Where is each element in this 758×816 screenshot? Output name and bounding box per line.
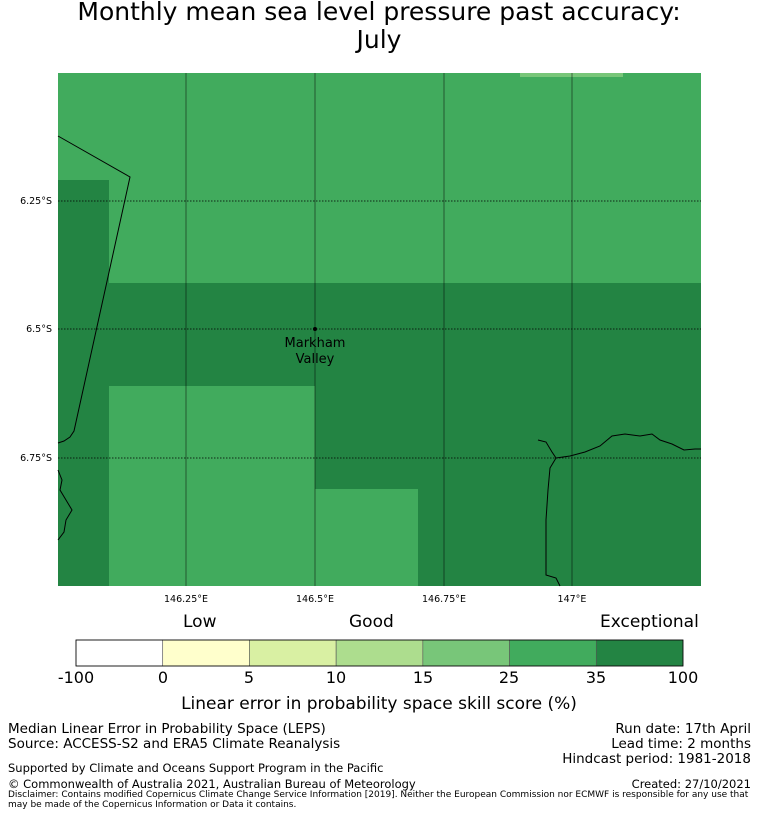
colorbar-frame [75, 639, 684, 667]
colorbar-bin [595, 639, 684, 667]
skill-cell-exceptional [315, 386, 701, 489]
title-line-2: July [356, 25, 402, 54]
page-title: Monthly mean sea level pressure past acc… [0, 0, 758, 54]
skill-cell-exceptional [109, 283, 701, 386]
support-text: Supported by Climate and Oceans Support … [8, 761, 384, 775]
legend-category-low: Low [183, 612, 217, 632]
colorbar-tick: 100 [667, 668, 699, 687]
colorbar-axis-label: Linear error in probability space skill … [181, 694, 577, 714]
colorbar-tick: 10 [325, 668, 347, 687]
skill-cell-light [520, 73, 623, 77]
lead-time: Lead time: 2 months [611, 736, 751, 752]
colorbar-tick: 15 [412, 668, 434, 687]
lat-label: 6.5°S [26, 324, 52, 335]
parallel-lines [58, 200, 701, 459]
colorbar-bin [75, 639, 164, 667]
colorbar-tick: 5 [243, 668, 255, 687]
colorbar [75, 639, 684, 667]
lon-label: 146.25°E [164, 594, 208, 605]
colorbar-tick: 35 [585, 668, 607, 687]
created-date: Created: 27/10/2021 [631, 777, 751, 791]
title-line-1: Monthly mean sea level pressure past acc… [77, 0, 681, 26]
lon-label: 147°E [558, 594, 587, 605]
colorbar-bin [162, 639, 250, 667]
colorbar-bin [509, 639, 597, 667]
colorbar-bin [249, 639, 337, 667]
map-figure: Markham Valley 6.25°S 6.5°S 6.75°S 146.2… [20, 73, 701, 605]
source-label: Source: ACCESS-S2 and ERA5 Climate Reana… [8, 736, 341, 752]
lon-label: 146.75°E [422, 594, 466, 605]
skill-cell-exceptional [418, 489, 701, 586]
copyright-text: © Commonwealth of Australia 2021, Austra… [8, 777, 416, 791]
legend-category-good: Good [349, 612, 394, 632]
footer-left: Median Linear Error in Probability Space… [8, 722, 340, 752]
place-name-line-2: Valley [296, 352, 335, 367]
leps-label: Median Linear Error in Probability Space… [8, 721, 326, 737]
colorbar-tick: 25 [498, 668, 520, 687]
colorbar-tick: 0 [157, 668, 169, 687]
colorbar-bin [335, 639, 424, 667]
border-line [57, 135, 131, 444]
disclaimer-text: Disclaimer: Contains modified Copernicus… [8, 790, 749, 810]
coastline-east [537, 439, 561, 587]
colorbar-tick: -100 [57, 668, 95, 687]
colorbar-bin [422, 639, 510, 667]
lat-label: 6.75°S [20, 453, 52, 464]
lon-label: 146.5°E [296, 594, 334, 605]
coastline-east-north [555, 433, 701, 459]
hindcast-period: Hindcast period: 1981-2018 [562, 751, 751, 767]
legend-category-exceptional: Exceptional [600, 612, 699, 632]
footer-right: Run date: 17th April Lead time: 2 months… [562, 722, 751, 767]
coastline-west [57, 469, 73, 541]
location-marker [313, 327, 317, 331]
lat-label: 6.25°S [20, 196, 52, 207]
run-date: Run date: 17th April [615, 721, 751, 737]
place-name-line-1: Markham [285, 336, 346, 351]
